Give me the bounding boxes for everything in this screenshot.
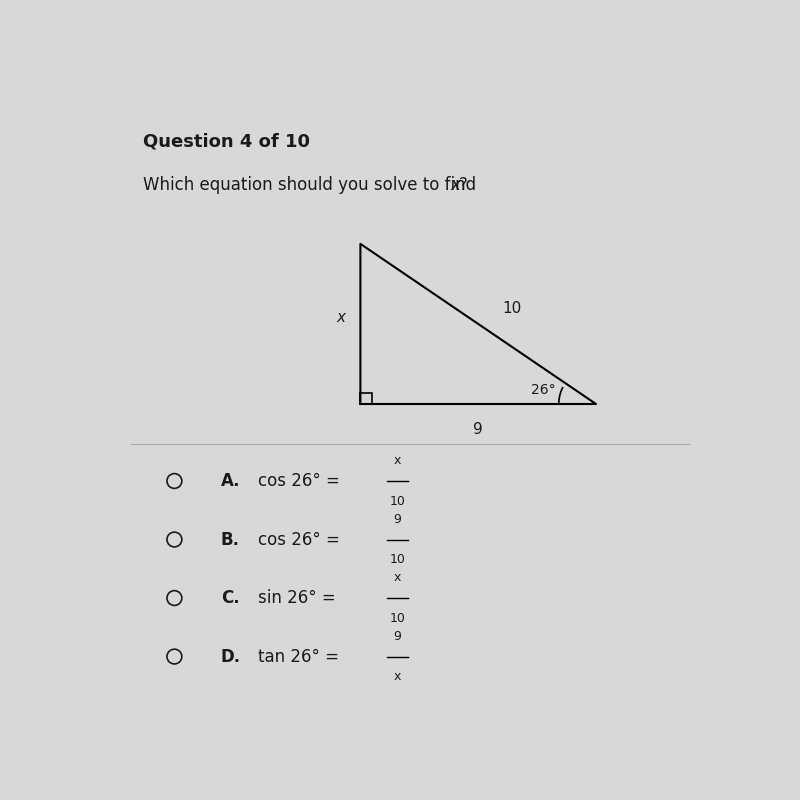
Text: x: x bbox=[394, 670, 402, 683]
Text: 10: 10 bbox=[390, 553, 406, 566]
Text: D.: D. bbox=[221, 647, 241, 666]
Text: C.: C. bbox=[221, 589, 239, 607]
Text: 10: 10 bbox=[502, 301, 522, 316]
Text: x: x bbox=[450, 176, 460, 194]
Text: 10: 10 bbox=[390, 611, 406, 625]
Text: cos 26° =: cos 26° = bbox=[258, 530, 346, 549]
Text: sin 26° =: sin 26° = bbox=[258, 589, 341, 607]
Text: 9: 9 bbox=[394, 630, 402, 643]
Text: B.: B. bbox=[221, 530, 240, 549]
Text: ?: ? bbox=[458, 176, 467, 194]
Text: 10: 10 bbox=[390, 494, 406, 507]
Bar bbox=[360, 393, 371, 404]
Text: A.: A. bbox=[221, 472, 240, 490]
Text: 9: 9 bbox=[394, 513, 402, 526]
Text: x: x bbox=[394, 454, 402, 467]
Text: x: x bbox=[336, 310, 345, 326]
Text: Question 4 of 10: Question 4 of 10 bbox=[143, 133, 310, 151]
Text: x: x bbox=[394, 571, 402, 585]
Text: tan 26° =: tan 26° = bbox=[258, 647, 344, 666]
Text: Which equation should you solve to find: Which equation should you solve to find bbox=[143, 176, 482, 194]
Text: 26°: 26° bbox=[531, 382, 556, 397]
Text: cos 26° =: cos 26° = bbox=[258, 472, 346, 490]
Text: 9: 9 bbox=[474, 422, 483, 438]
